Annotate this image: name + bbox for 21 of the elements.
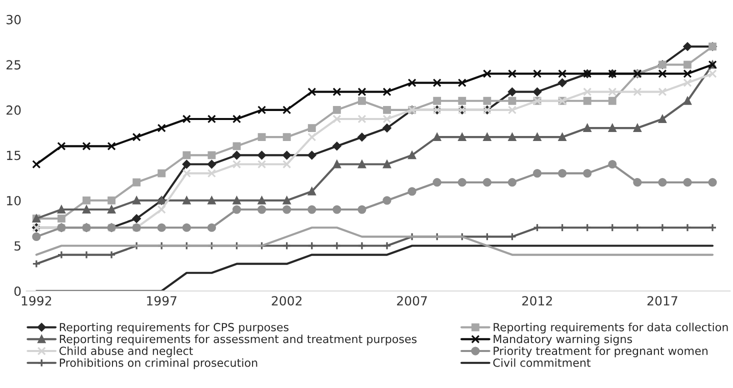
legend-label: Reporting requirements for CPS purposes [60,322,288,334]
legend-label: Mandatory warning signs [494,334,632,346]
y-tick-label: 15 [6,150,20,160]
y-tick-label: 10 [6,196,21,206]
x-tick-label: 2002 [272,296,302,306]
legend-label: Reporting requirements for data collection [494,322,728,334]
x-tick-label: 2017 [647,296,678,306]
x-tick-label: 2007 [397,296,427,306]
x-tick-label: 1992 [22,296,52,306]
legend-label: Priority treatment for pregnant women [494,346,708,358]
y-tick-label: 20 [6,105,21,115]
legend-label: Prohibitions on criminal prosecution [60,358,258,370]
y-tick-label: 25 [6,60,20,70]
y-tick-label: 0 [14,286,21,296]
legend-label: Reporting requirements for assessment and treatment purposes [60,334,417,346]
y-tick-label: 5 [14,241,20,251]
legend-label: Child abuse and neglect [59,346,193,358]
x-tick-label: 1997 [147,296,176,306]
legend-label: Civil commitment [493,358,591,367]
y-tick-label: 30 [6,14,21,24]
x-tick-label: 2012 [522,296,552,306]
